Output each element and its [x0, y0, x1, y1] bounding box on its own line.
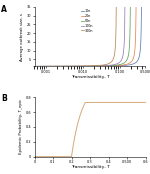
Line: 300n: 300n — [38, 0, 146, 66]
100n — [105, 65, 107, 67]
Line: 100n: 100n — [38, 0, 146, 66]
100n — [43, 65, 45, 67]
Y-axis label: Epidemic Probability, T_epic: Epidemic Probability, T_epic — [19, 99, 23, 155]
300n — [43, 65, 45, 67]
10n — [99, 65, 101, 67]
20n — [118, 64, 120, 66]
50n — [105, 65, 107, 67]
Legend: 10n, 20n, 50n, 100n, 300n: 10n, 20n, 50n, 100n, 300n — [81, 9, 93, 33]
10n — [118, 65, 120, 67]
20n — [99, 65, 101, 67]
10n — [105, 65, 107, 67]
300n — [102, 64, 104, 66]
50n — [118, 64, 120, 66]
Y-axis label: Average outbreak size, s: Average outbreak size, s — [20, 13, 24, 61]
50n — [102, 65, 104, 67]
20n — [105, 65, 107, 67]
20n — [102, 65, 104, 67]
300n — [99, 64, 101, 66]
20n — [130, 61, 131, 64]
50n — [37, 65, 38, 67]
20n — [43, 65, 45, 67]
10n — [43, 65, 45, 67]
Text: B: B — [1, 94, 7, 103]
100n — [99, 65, 101, 67]
50n — [43, 65, 45, 67]
300n — [37, 65, 38, 67]
Text: A: A — [1, 5, 7, 14]
10n — [37, 65, 38, 67]
100n — [118, 61, 120, 64]
100n — [102, 65, 104, 67]
20n — [37, 65, 38, 67]
100n — [37, 65, 38, 67]
10n — [102, 65, 104, 67]
10n — [130, 64, 131, 66]
Line: 20n: 20n — [38, 0, 146, 66]
Line: 50n: 50n — [38, 0, 146, 66]
X-axis label: Transmissibility, T: Transmissibility, T — [71, 165, 109, 169]
X-axis label: Transmissibility, T: Transmissibility, T — [71, 75, 109, 79]
300n — [105, 63, 107, 65]
50n — [99, 65, 101, 67]
Line: 10n: 10n — [38, 0, 146, 66]
